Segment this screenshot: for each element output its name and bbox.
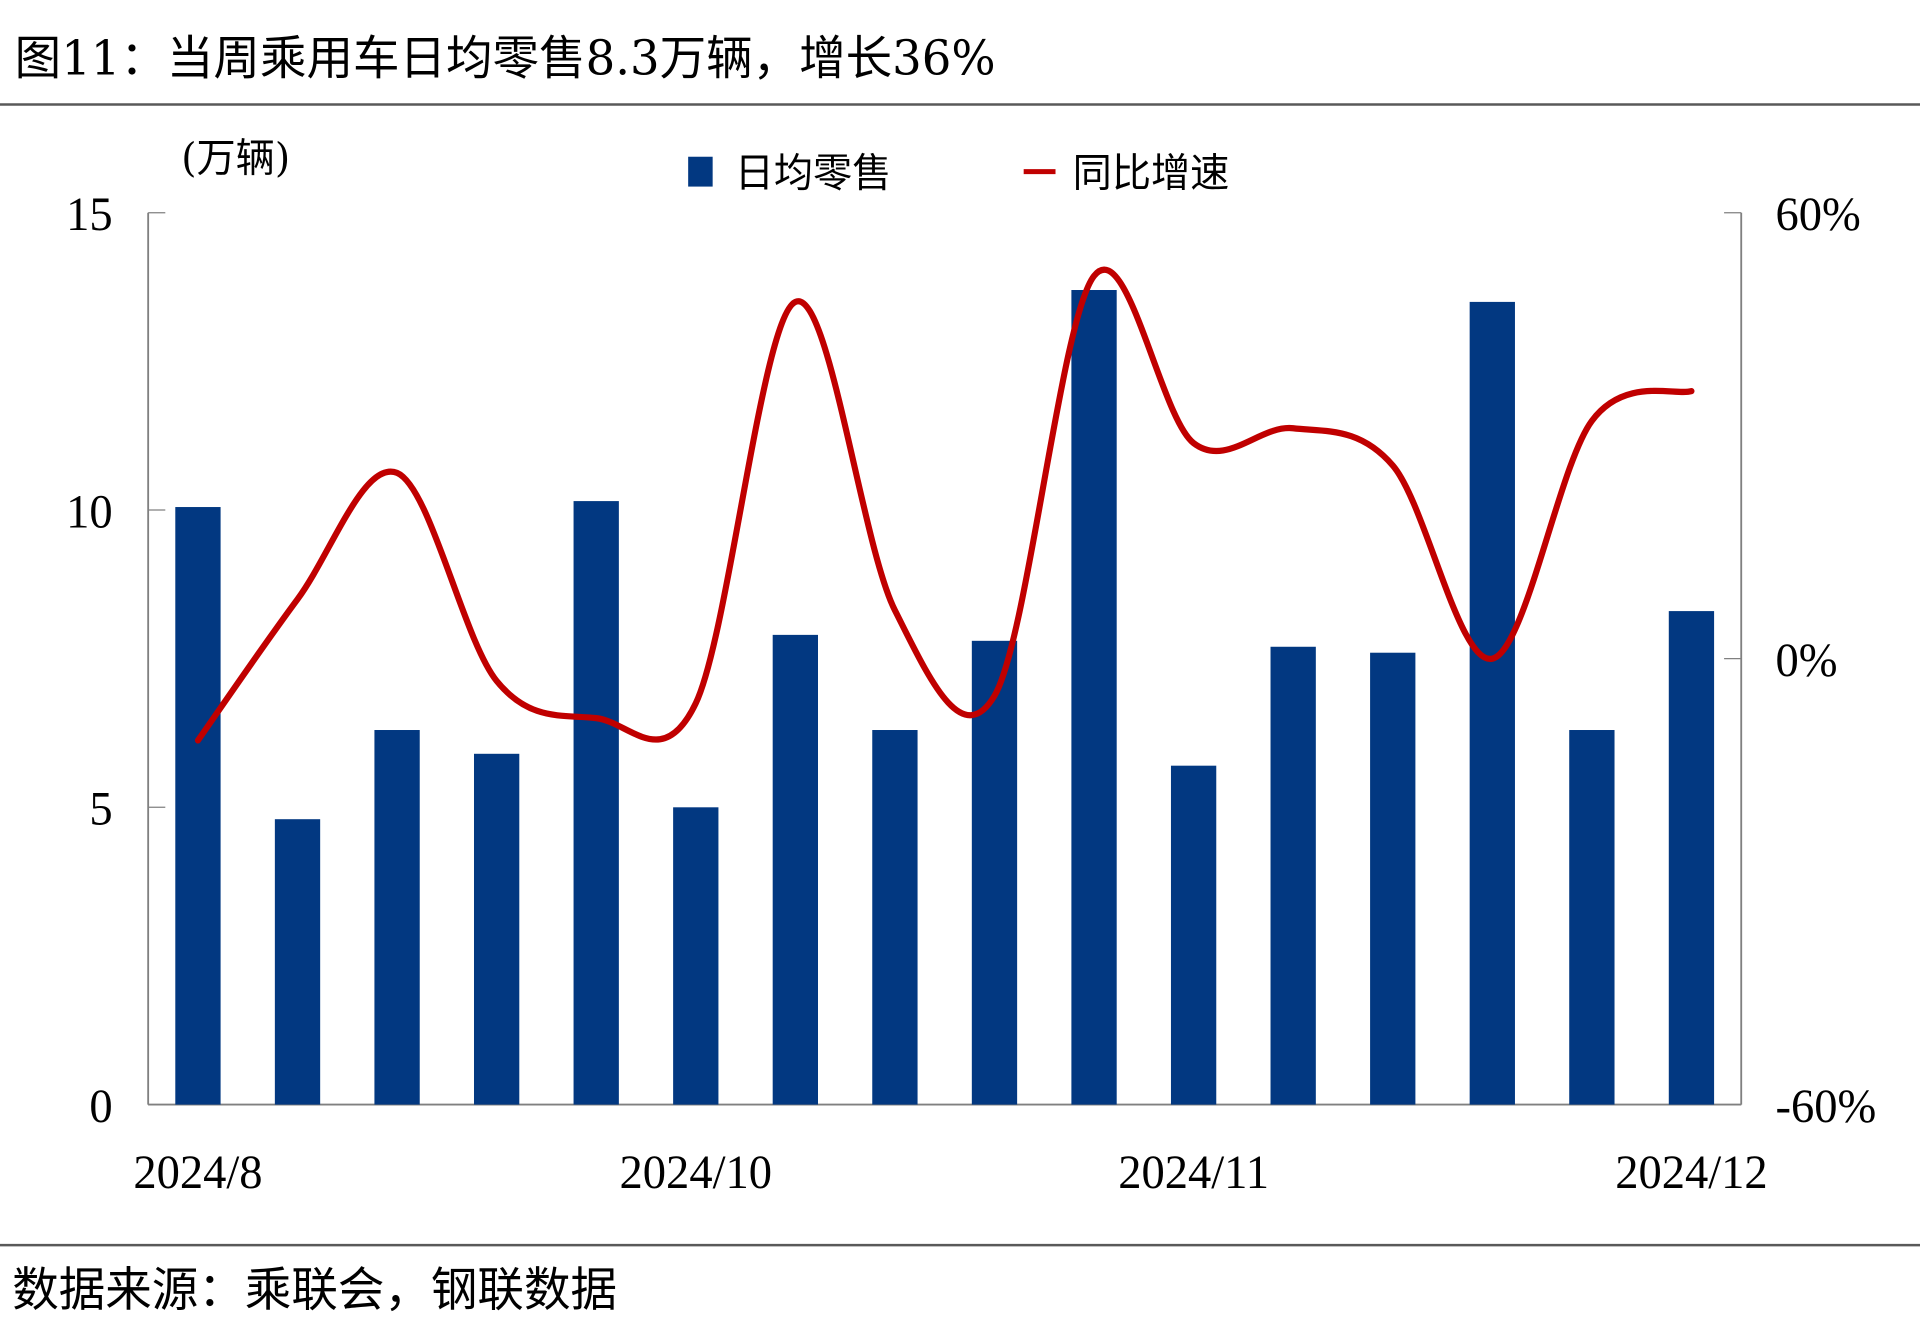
legend: 日均零售 同比增速 — [688, 150, 1230, 197]
legend-bar-swatch — [688, 156, 713, 187]
bar — [1469, 301, 1515, 1105]
bar — [772, 634, 818, 1105]
unit-label: (万辆) — [181, 135, 290, 181]
legend-bar-label: 日均零售 — [735, 150, 892, 196]
bar — [374, 730, 420, 1105]
left-tick-label: 15 — [66, 189, 113, 241]
x-tick-label: 2024/11 — [1118, 1147, 1269, 1199]
bar — [1071, 290, 1117, 1105]
legend-line-label: 同比增速 — [1073, 150, 1230, 196]
bar — [1170, 765, 1217, 1105]
left-tick-label: 10 — [66, 486, 113, 538]
growth-line — [194, 266, 1695, 744]
line-series — [194, 266, 1695, 744]
right-tick-label: 0% — [1776, 635, 1838, 687]
left-tick-label: 0 — [89, 1081, 112, 1133]
bar — [872, 730, 918, 1105]
right-tick-label: -60% — [1776, 1081, 1877, 1133]
x-tick-label: 2024/10 — [620, 1147, 772, 1199]
bar — [971, 640, 1018, 1105]
tick-labels: 0 5 10 15 -60% 0% 60% 2024/8 2024/10 2024/11 2024/… — [66, 189, 1876, 1199]
right-tick-label: 60% — [1776, 189, 1861, 241]
bar — [274, 819, 321, 1105]
bar — [1370, 652, 1416, 1105]
bar — [1668, 611, 1715, 1105]
bar — [473, 753, 520, 1105]
x-tick-label: 2024/8 — [133, 1147, 262, 1199]
bar — [1569, 730, 1615, 1105]
bar — [673, 807, 719, 1105]
bar — [1270, 646, 1316, 1105]
x-tick-label: 2024/12 — [1615, 1147, 1767, 1199]
bar — [573, 501, 619, 1105]
left-tick-label: 5 — [89, 783, 112, 835]
source-note: 数据来源：乘联会，钢联数据 — [12, 1263, 617, 1318]
figure-title: 图11：当周乘用车日均零售8.3万辆，增长36% — [15, 31, 996, 86]
bar-series — [175, 290, 1715, 1105]
bar — [175, 507, 221, 1105]
